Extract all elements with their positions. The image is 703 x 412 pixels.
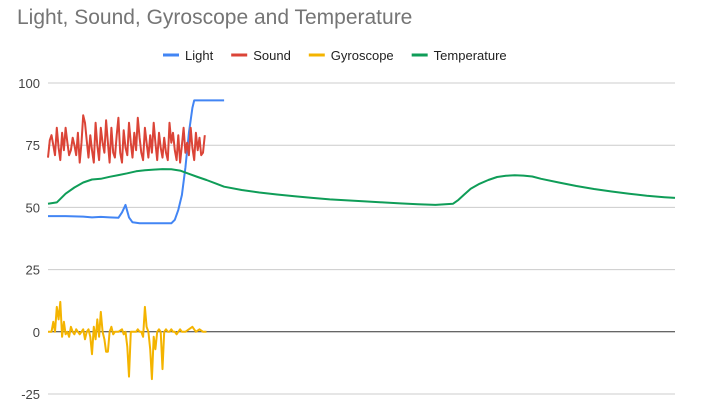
legend-label: Temperature (434, 48, 507, 63)
chart-title: Light, Sound, Gyroscope and Temperature (17, 6, 413, 29)
y-axis-labels: 100 75 50 25 0 -25 (18, 76, 40, 402)
series-line-sound (47, 114, 206, 164)
series-line-gyroscope (48, 300, 207, 381)
legend-item-gyroscope[interactable]: Gyroscope (308, 48, 394, 63)
y-tick-label: -25 (21, 387, 40, 402)
y-tick-label: 25 (26, 263, 40, 278)
legend-label: Sound (253, 48, 291, 63)
grid-lines (48, 82, 675, 395)
legend-label: Light (185, 48, 214, 63)
legend-item-temperature[interactable]: Temperature (411, 48, 507, 63)
legend-label: Gyroscope (331, 48, 394, 63)
series-line-temperature (47, 168, 676, 206)
legend-item-sound[interactable]: Sound (231, 48, 291, 63)
y-tick-label: 0 (33, 325, 40, 340)
legend-item-light[interactable]: Light (163, 48, 214, 63)
y-tick-label: 100 (18, 76, 40, 91)
legend: Light Sound Gyroscope Temperature (163, 48, 507, 63)
y-tick-label: 75 (26, 138, 40, 153)
y-tick-label: 50 (26, 200, 40, 215)
series-lines (47, 99, 676, 381)
series-line-light (48, 99, 225, 225)
